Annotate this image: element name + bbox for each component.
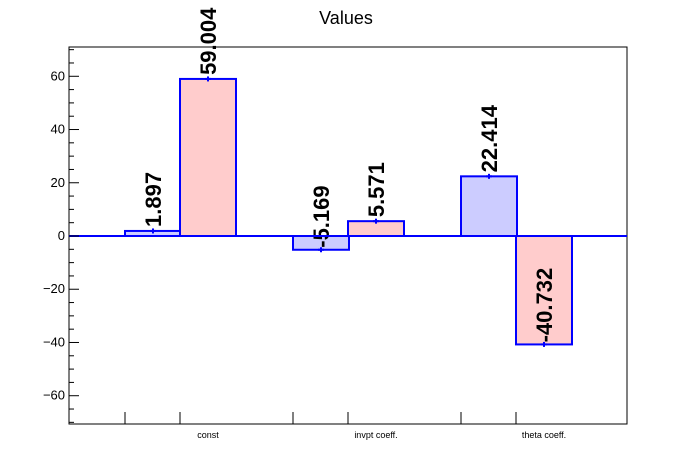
data-label-3-1: 22.414 xyxy=(477,104,502,172)
chart-title: Values xyxy=(319,8,373,28)
x-tick-label-theta-coeff-: theta coeff. xyxy=(522,430,566,440)
y-tick-label: 0 xyxy=(58,228,65,243)
data-labels-layer: 1.897 -5.169 22.414 59.004 5.571 -40.732 xyxy=(141,7,557,343)
y-tick-label: −60 xyxy=(43,388,65,403)
data-label-3-2: -40.732 xyxy=(532,268,557,343)
x-tick-label-const: const xyxy=(197,430,219,440)
bar-const-2 xyxy=(179,77,237,237)
data-label-2-1: -5.169 xyxy=(309,185,334,247)
y-tick-label: 20 xyxy=(51,175,65,190)
y-tick-label: −20 xyxy=(43,281,65,296)
bars-layer xyxy=(124,76,573,347)
y-tick-label: −40 xyxy=(43,334,65,349)
data-label-2-2: 5.571 xyxy=(364,162,389,217)
data-label-1-1: 1.897 xyxy=(141,172,166,227)
y-tick-label: 60 xyxy=(51,68,65,83)
bar-theta-coeff--1 xyxy=(460,175,518,237)
x-tick-label-invpt-coeff-: invpt coeff. xyxy=(354,430,397,440)
axes-layer: −60 −40 −20 0 20 40 60 const invpt coeff. theta c… xyxy=(43,49,627,440)
y-tick-label: 40 xyxy=(51,122,65,137)
data-label-1-2: 59.004 xyxy=(196,7,221,75)
